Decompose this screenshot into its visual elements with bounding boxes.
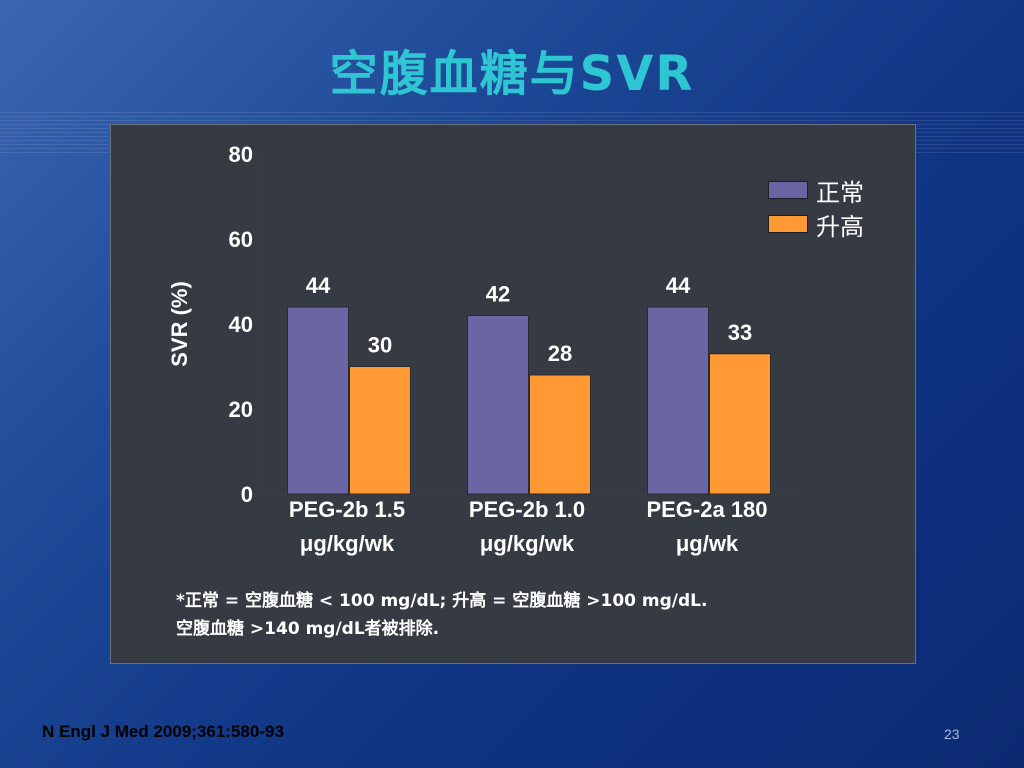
x-category-label-line2: μg/kg/wk — [480, 531, 575, 556]
bar-value-label: 33 — [728, 320, 752, 345]
x-category-label-line1: PEG-2a 180 — [646, 497, 767, 522]
y-axis-label: SVR (%) — [167, 281, 192, 367]
footnote-line-1: *正常 = 空腹血糖 < 100 mg/dL; 升高 = 空腹血糖 >100 m… — [176, 591, 708, 611]
bar-elevated — [529, 374, 591, 495]
bar-value-label: 30 — [368, 333, 392, 358]
bar-value-label: 28 — [548, 341, 572, 366]
y-tick-label: 60 — [229, 227, 253, 252]
chart-legend: 正常 升高 — [768, 173, 864, 241]
bar-value-label: 44 — [666, 273, 691, 298]
bar-elevated — [709, 353, 771, 495]
legend-label-normal: 正常 — [816, 178, 864, 207]
x-category-label-line1: PEG-2b 1.0 — [469, 497, 585, 522]
y-tick-label: 80 — [229, 142, 253, 167]
y-tick-label: 0 — [241, 482, 253, 507]
chart-panel: 0 20 40 60 80 SVR (%) 44 30 PEG-2b 1.5 μg/kg/wk 42… — [110, 124, 916, 664]
footnote-line-2: 空腹血糖 >140 mg/dL者被排除. — [176, 619, 440, 639]
legend-item-normal: 正常 — [768, 173, 864, 207]
page-number: 23 — [944, 726, 960, 742]
bar-normal — [467, 315, 529, 495]
legend-swatch-elevated — [768, 215, 808, 233]
footnote: *正常 = 空腹血糖 < 100 mg/dL; 升高 = 空腹血糖 >100 m… — [176, 587, 896, 643]
x-category-label-line2: μg/wk — [676, 531, 739, 556]
y-tick-label: 20 — [229, 397, 253, 422]
bar-value-label: 44 — [306, 273, 331, 298]
bar-normal — [647, 306, 709, 495]
legend-item-elevated: 升高 — [768, 207, 864, 241]
bar-value-label: 42 — [486, 282, 510, 307]
x-category-label-line2: μg/kg/wk — [300, 531, 395, 556]
legend-label-elevated: 升高 — [816, 212, 864, 241]
x-category-label-line1: PEG-2b 1.5 — [289, 497, 405, 522]
legend-swatch-normal — [768, 181, 808, 199]
bar-elevated — [349, 366, 411, 495]
bar-normal — [287, 306, 349, 495]
svr-bar-chart: 0 20 40 60 80 SVR (%) 44 30 PEG-2b 1.5 μg/kg/wk 42… — [167, 142, 797, 556]
slide-title: 空腹血糖与SVR — [329, 46, 695, 102]
y-tick-label: 40 — [229, 312, 253, 337]
citation: N Engl J Med 2009;361:580-93 — [42, 722, 284, 741]
